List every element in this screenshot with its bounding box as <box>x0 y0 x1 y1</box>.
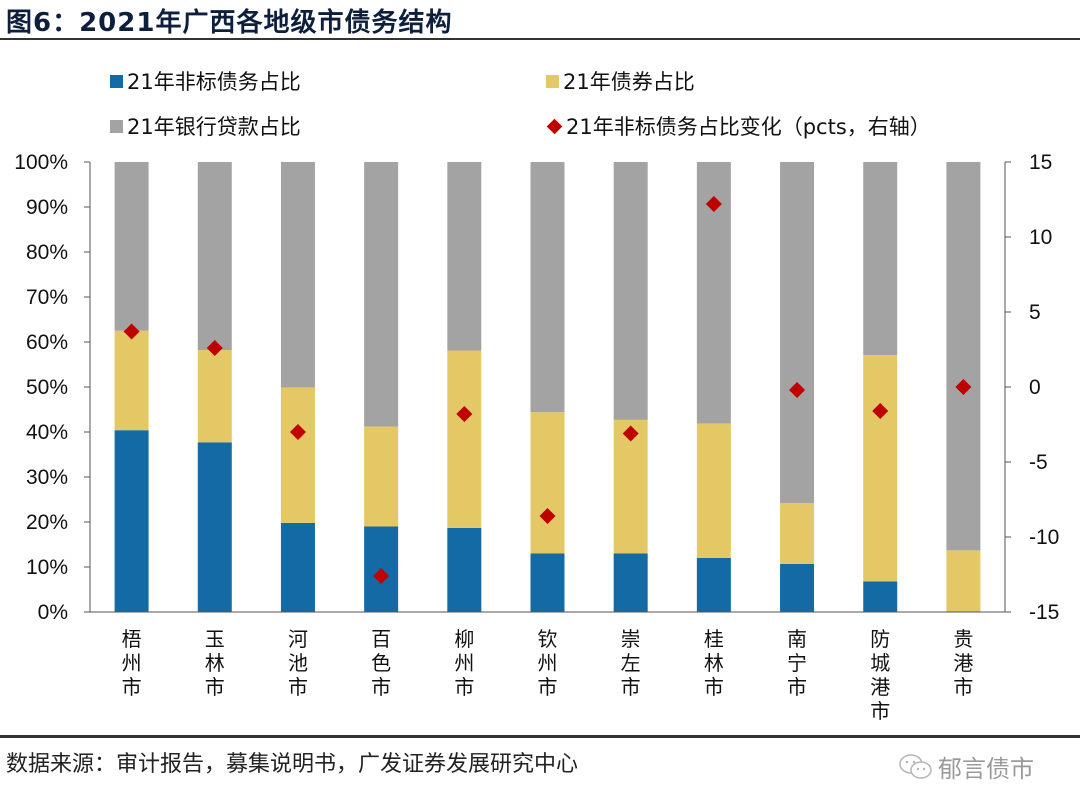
legend-swatch-bank <box>110 119 123 133</box>
legend-label: 21年非标债务占比 <box>127 70 301 94</box>
watermark-text: 郁言债市 <box>938 755 1034 783</box>
x-tick-label: 河池市 <box>288 628 308 699</box>
bar-segment-bond <box>364 426 399 527</box>
legend-label: 21年债券占比 <box>563 70 695 94</box>
bar-segment-bond <box>114 330 149 431</box>
legend-item-nonstandard: 21年非标债务占比 <box>110 66 301 96</box>
right-tick-label: -10 <box>1029 526 1059 549</box>
change-marker <box>539 508 556 524</box>
bar-segment-bank <box>447 162 482 351</box>
bar-segment-nonstandard <box>530 553 565 612</box>
footer-divider <box>0 735 1080 738</box>
left-tick-label: 90% <box>26 196 68 219</box>
left-tick-label: 30% <box>26 466 68 489</box>
bar-segment-nonstandard <box>114 430 149 612</box>
change-marker <box>123 323 140 340</box>
bar-segment-bond <box>780 503 815 564</box>
watermark: 郁言债市 <box>898 749 1034 784</box>
bar-segment-nonstandard <box>197 442 232 612</box>
bar-segment-nonstandard <box>447 527 482 612</box>
left-tick-label: 60% <box>26 331 68 354</box>
wechat-icon <box>899 753 932 779</box>
left-tick-label: 0% <box>38 601 68 624</box>
bar-segment-bank <box>863 162 898 356</box>
right-tick-label: 10 <box>1029 226 1052 249</box>
right-tick-label: -15 <box>1029 601 1059 624</box>
x-tick-label: 南宁市 <box>787 628 807 699</box>
bar-segment-bank <box>613 162 648 420</box>
x-tick-label: 贵港市 <box>953 628 973 699</box>
bar-segment-bank <box>780 162 815 504</box>
bar-segment-bond <box>863 355 898 582</box>
bar-segment-bank <box>946 162 981 551</box>
legend-swatch-nonstandard <box>110 74 123 88</box>
bar-segment-nonstandard <box>280 522 315 612</box>
title-divider <box>0 38 1080 40</box>
change-marker <box>622 425 639 442</box>
change-marker <box>872 403 889 419</box>
x-tick-label: 百色市 <box>371 629 391 699</box>
bar-segment-bond <box>696 423 731 558</box>
change-marker <box>289 424 306 440</box>
legend-swatch-bond <box>546 74 559 88</box>
right-tick-label: 5 <box>1029 301 1041 324</box>
bar-segment-bank <box>280 162 315 388</box>
bar-segment-bank <box>197 162 232 351</box>
legend-label: 21年非标债务占比变化（pcts，右轴） <box>566 115 931 139</box>
right-tick-label: -5 <box>1029 451 1048 474</box>
bar-segment-bond <box>197 350 232 443</box>
x-tick-label: 桂林市 <box>704 628 724 699</box>
right-tick-label: 15 <box>1029 151 1052 174</box>
x-tick-label: 玉林市 <box>205 629 225 699</box>
x-tick-label: 柳州市 <box>454 628 474 699</box>
change-marker <box>206 340 223 356</box>
axes-layer: 梧州市 玉林市 河池市 百色市 柳州市 钦州市 崇左市 桂林市 南宁市 防城港市 贵港市 0% 10% 2… <box>14 151 1059 723</box>
bar-segment-nonstandard <box>613 553 648 612</box>
bars-layer <box>114 162 981 612</box>
chart-title: 图6：2021年广西各地级市债务结构 <box>6 8 453 38</box>
legend-item-bond: 21年债券占比 <box>546 66 695 96</box>
change-marker <box>373 568 390 584</box>
bar-segment-bank <box>114 162 149 331</box>
change-marker <box>789 382 806 398</box>
left-tick-label: 20% <box>26 511 68 534</box>
right-tick-label: 0 <box>1029 376 1041 399</box>
bar-segment-bond <box>946 550 981 612</box>
bar-segment-bond <box>530 412 565 554</box>
bar-segment-bank <box>364 162 399 427</box>
bar-segment-nonstandard <box>696 558 731 612</box>
x-tick-label: 梧州市 <box>122 628 142 699</box>
stacked-bar-chart: 梧州市 玉林市 河池市 百色市 柳州市 钦州市 崇左市 桂林市 南宁市 防城港市 贵港市 0% 10% 2… <box>14 151 1059 723</box>
bar-segment-bond <box>280 387 315 523</box>
data-source: 数据来源：审计报告，募集说明书，广发证券发展研究中心 <box>6 752 579 777</box>
change-marker <box>955 379 972 395</box>
bar-segment-bond <box>447 350 482 528</box>
legend-label: 21年银行贷款占比 <box>127 115 301 139</box>
left-tick-label: 10% <box>26 556 68 579</box>
x-tick-label: 崇左市 <box>621 628 641 699</box>
markers-layer <box>123 196 972 584</box>
legend-item-change: 21年非标债务占比变化（pcts，右轴） <box>546 111 931 141</box>
left-tick-label: 40% <box>26 421 68 444</box>
x-tick-label: 防城港市 <box>870 628 890 723</box>
left-tick-label: 50% <box>26 376 68 399</box>
change-marker <box>456 406 473 422</box>
x-tick-label: 钦州市 <box>538 628 558 699</box>
legend-item-bank: 21年银行贷款占比 <box>110 111 301 141</box>
left-tick-label: 100% <box>14 151 68 174</box>
change-marker <box>705 196 722 212</box>
bar-segment-nonstandard <box>780 563 815 612</box>
left-tick-label: 80% <box>26 241 68 264</box>
bar-segment-bond <box>613 419 648 554</box>
left-tick-label: 70% <box>26 286 68 309</box>
bar-segment-bank <box>530 162 565 413</box>
bar-segment-nonstandard <box>863 581 898 612</box>
